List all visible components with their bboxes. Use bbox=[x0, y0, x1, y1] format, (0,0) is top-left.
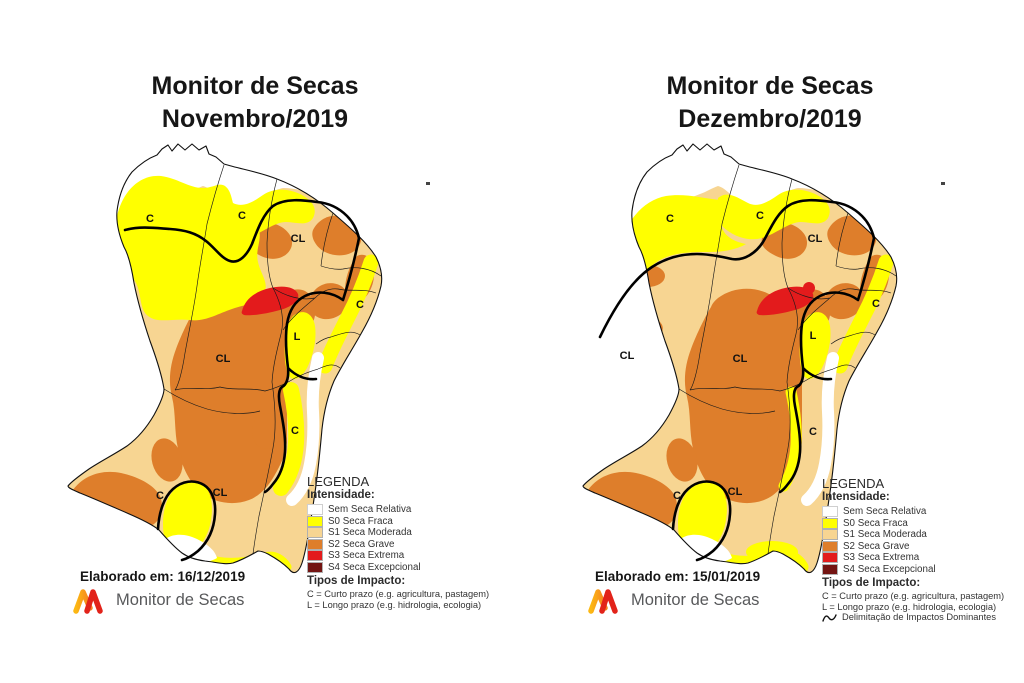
impact-label-long-term: L bbox=[294, 331, 301, 343]
panel-november: Monitor de Secas Novembro/2019 bbox=[45, 70, 489, 614]
swatch-s0 bbox=[307, 515, 323, 527]
page-title: Monitor de Secas Novembro/2019 bbox=[45, 70, 465, 136]
swatch-s0 bbox=[822, 517, 838, 529]
swatch-s1 bbox=[822, 529, 838, 541]
title-line1: Monitor de Secas bbox=[666, 72, 874, 100]
title-line2: Dezembro/2019 bbox=[678, 105, 862, 133]
swatch-s4 bbox=[822, 563, 838, 575]
impact-label-southwest: C bbox=[156, 490, 164, 502]
legend-item-s1: S1 Seca Moderada bbox=[822, 529, 1024, 541]
impact-label-west: CL bbox=[620, 350, 635, 362]
drought-regions-november bbox=[68, 144, 382, 573]
page-title: Monitor de Secas Dezembro/2019 bbox=[560, 70, 980, 136]
squiggle-line-icon bbox=[822, 614, 837, 622]
legend-impact-short: C = Curto prazo (e.g. agricultura, pasta… bbox=[822, 591, 1005, 601]
swatch-s3 bbox=[822, 552, 838, 564]
swatch-sem-seca bbox=[822, 506, 838, 518]
legend-item-s1: S1 Seca Moderada bbox=[307, 527, 522, 539]
island-mark bbox=[426, 182, 430, 185]
elaborated-date: Elaborado em: 16/12/2019 bbox=[80, 569, 246, 584]
legend-intensity-heading: Intensidade: bbox=[307, 488, 375, 501]
monitor-de-secas-logo: Monitor de Secas bbox=[72, 586, 244, 614]
impact-label-south: CL bbox=[213, 487, 228, 499]
impact-label-northeast: CL bbox=[808, 233, 823, 245]
drought-map-november: C C CL C L CL C CL C bbox=[67, 143, 430, 574]
elaborated-date: Elaborado em: 15/01/2019 bbox=[595, 569, 761, 584]
swatch-s3 bbox=[307, 550, 323, 562]
maranhao-orange-spot bbox=[609, 315, 663, 347]
impact-label-east-coast: C bbox=[356, 299, 364, 311]
legend-impact-long: L = Longo prazo (e.g. hidrologia, ecolog… bbox=[307, 599, 482, 610]
swatch-s2 bbox=[822, 540, 838, 552]
legend-impact-heading: Tipos de Impacto: bbox=[307, 575, 406, 587]
impact-label-lower-coast: C bbox=[809, 426, 817, 438]
legend-item-s2: S2 Seca Grave bbox=[307, 539, 522, 551]
legend-impact-short: C = Curto prazo (e.g. agricultura, pasta… bbox=[307, 589, 490, 599]
impact-label-northeast: CL bbox=[291, 233, 306, 245]
legend-item-s0: S0 Seca Fraca bbox=[822, 518, 1024, 530]
logo-text: Monitor de Secas bbox=[631, 590, 760, 609]
impact-type-labels: C C CL C L CL C CL C CL bbox=[620, 210, 880, 502]
legend-item-s4: S4 Seca Excepcional bbox=[822, 564, 1024, 576]
impact-label-east-coast: C bbox=[872, 298, 880, 310]
legend-item-sem-seca: Sem Seca Relativa bbox=[822, 506, 1024, 518]
legend-december: LEGENDA Intensidade: Sem Seca Relativa S… bbox=[822, 476, 1024, 624]
legend-title: LEGENDA bbox=[307, 474, 370, 489]
legend-item-s3: S3 Seca Extrema bbox=[822, 552, 1024, 564]
title-line1: Monitor de Secas bbox=[151, 72, 359, 100]
legend-november: LEGENDA Intensidade: Sem Seca Relativa S… bbox=[307, 474, 522, 611]
title-line2: Novembro/2019 bbox=[161, 105, 349, 133]
swatch-s2 bbox=[307, 538, 323, 550]
impact-type-labels: C C CL C L CL C CL C bbox=[146, 210, 364, 502]
legend-item-s2: S2 Seca Grave bbox=[822, 541, 1024, 553]
legend-item-s4: S4 Seca Excepcional bbox=[307, 562, 522, 574]
legend-intensity-heading: Intensidade: bbox=[822, 490, 890, 503]
impact-label-north: C bbox=[756, 210, 764, 222]
impact-label-south: CL bbox=[728, 486, 743, 498]
logo-text: Monitor de Secas bbox=[116, 590, 245, 609]
legend-item-sem-seca: Sem Seca Relativa bbox=[307, 504, 522, 516]
legend-title: LEGENDA bbox=[822, 476, 885, 491]
swatch-s4 bbox=[307, 561, 323, 573]
logo-m-icon bbox=[73, 589, 103, 614]
legend-impact-heading: Tipos de Impacto: bbox=[822, 577, 921, 589]
legend-item-s0: S0 Seca Fraca bbox=[307, 516, 522, 528]
island-mark bbox=[941, 182, 945, 185]
impact-label-north: C bbox=[238, 210, 246, 222]
panel-december: Monitor de Secas Dezembro/2019 bbox=[512, 0, 1024, 683]
legend-item-s3: S3 Seca Extrema bbox=[307, 550, 522, 562]
legend-delimitation: Delimitação de Impactos Dominantes bbox=[822, 612, 1024, 624]
swatch-sem-seca bbox=[307, 504, 323, 516]
logo-m-icon bbox=[588, 589, 618, 614]
impact-label-center: CL bbox=[733, 353, 748, 365]
impact-label-center: CL bbox=[216, 353, 231, 365]
impact-label-maranhao: C bbox=[146, 213, 154, 225]
impact-label-lower-coast: C bbox=[291, 425, 299, 437]
impact-label-long-term: L bbox=[810, 330, 817, 342]
legend-impact-long: L = Longo prazo (e.g. hidrologia, ecolog… bbox=[822, 601, 997, 612]
drought-map-december: C C CL C L CL C CL C CL bbox=[582, 143, 945, 574]
monitor-de-secas-logo: Monitor de Secas bbox=[587, 586, 759, 614]
swatch-s1 bbox=[307, 527, 323, 539]
impact-label-southwest: C bbox=[673, 490, 681, 502]
impact-label-maranhao: C bbox=[666, 213, 674, 225]
